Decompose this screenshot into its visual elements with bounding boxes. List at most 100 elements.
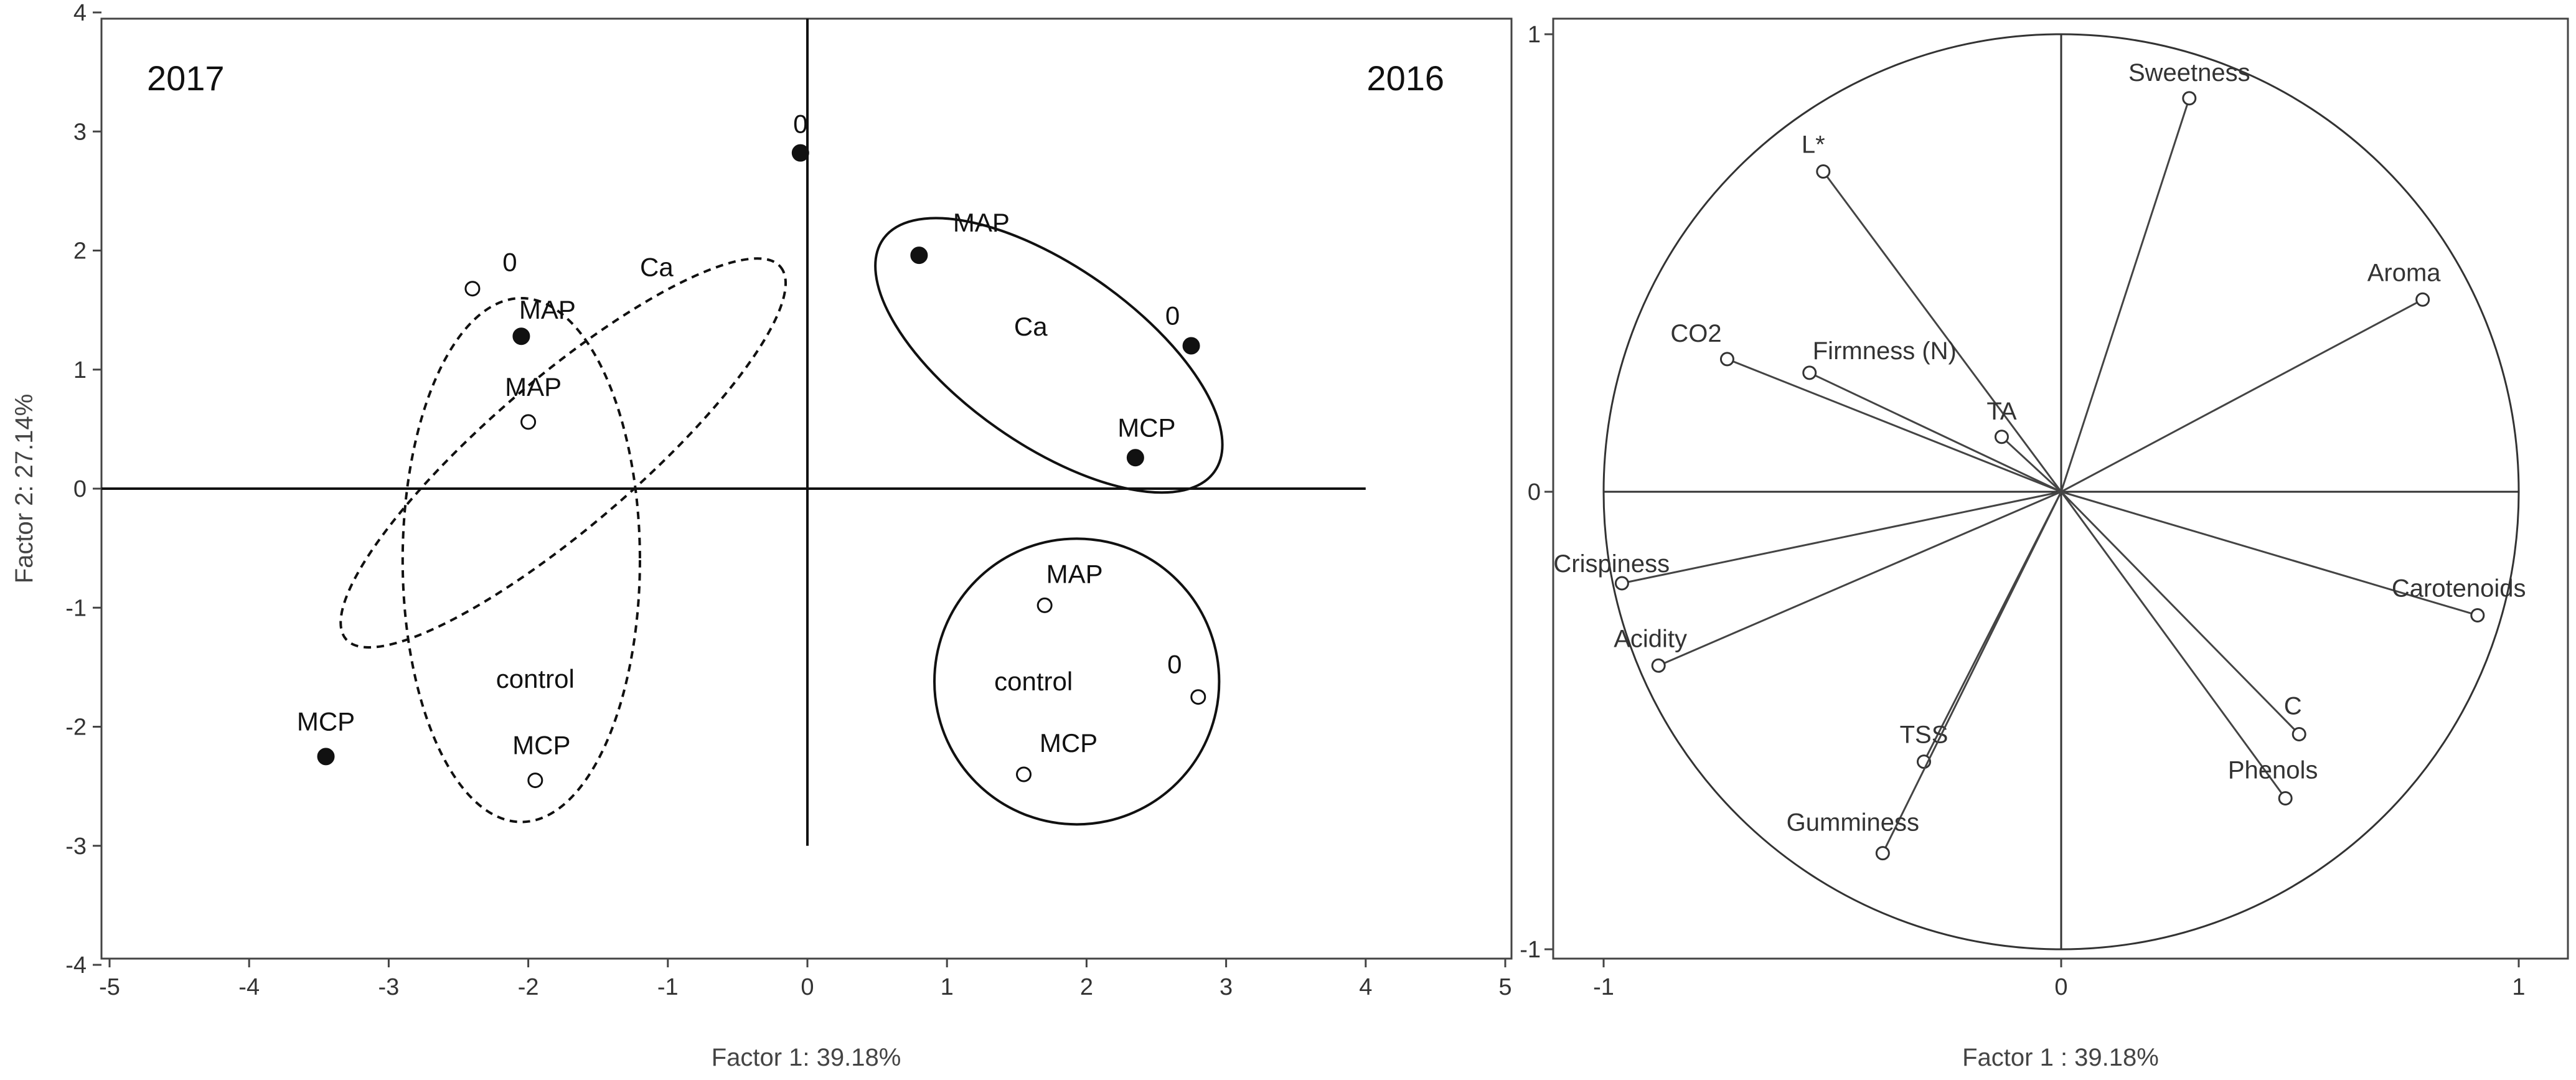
year-label-2016: 2016 <box>1366 59 1444 98</box>
x-tick-label: 5 <box>1498 974 1511 1000</box>
point-label: MAP <box>505 372 562 401</box>
ellipse-2017-open <box>401 297 641 824</box>
x-tick-label: 0 <box>801 974 814 1000</box>
filled-point <box>317 748 335 766</box>
open-point <box>527 772 543 789</box>
loading-vector <box>2060 98 2191 492</box>
y-axis-title: Factor 2: 27.14% <box>11 394 38 584</box>
variable-label: L* <box>1802 131 1825 159</box>
loading-point <box>2470 608 2485 622</box>
loading-vector <box>1726 358 2062 493</box>
y-tick-label: -3 <box>65 833 87 860</box>
loading-plot: -1 0 1 -1 0 1 Sweetness L* Aroma CO2 Firmness (N)… <box>1520 17 2569 1071</box>
filled-point <box>1182 337 1200 355</box>
variable-label: Gumminess <box>1787 809 1919 837</box>
group-ellipses <box>339 217 1224 826</box>
x-tick-label: -2 <box>518 974 539 1000</box>
filled-point <box>512 327 530 345</box>
loading-x-tick-label: -1 <box>1593 974 1614 1000</box>
loading-vector <box>1882 491 2062 854</box>
group-label: control <box>994 667 1073 696</box>
y-tick-label: 0 <box>73 476 87 502</box>
loading-vector <box>2061 298 2423 493</box>
y-tick-label: 3 <box>73 119 87 145</box>
ellipse-2016-open <box>933 537 1221 826</box>
y-tick-label: -4 <box>65 952 87 979</box>
y-tick-label: 1 <box>73 357 87 383</box>
loading-point <box>2415 292 2430 307</box>
loading-vector <box>2061 491 2478 616</box>
variable-label: Acidity <box>1614 625 1687 652</box>
x-tick-label: 2 <box>1080 974 1093 1000</box>
loading-point <box>1719 352 1734 367</box>
loading-point <box>2182 91 2197 106</box>
loading-point <box>2292 727 2306 742</box>
x-tick-label: 4 <box>1359 974 1372 1000</box>
open-point <box>1190 689 1206 705</box>
point-label: MCP <box>297 707 355 736</box>
point-label: 0 <box>502 248 517 277</box>
variable-label: Carotenoids <box>2392 575 2526 602</box>
loading-vectors: Sweetness L* Aroma CO2 Firmness (N) TA Crispin… <box>1553 59 2526 861</box>
open-point <box>1016 766 1032 782</box>
point-label: MCP <box>1040 728 1098 758</box>
group-label: Ca <box>1014 312 1048 341</box>
loading-point <box>1994 430 2009 444</box>
loading-point <box>1875 846 1890 861</box>
ellipse-2016-filled <box>874 217 1224 494</box>
x-tick-label: -4 <box>238 974 260 1000</box>
group-label: control <box>496 664 575 693</box>
x-tick-label: 3 <box>1220 974 1233 1000</box>
group-label: Ca <box>640 252 674 281</box>
variable-label: TA <box>1986 398 2016 425</box>
point-label: MAP <box>953 208 1010 237</box>
variable-label: Aroma <box>2367 259 2442 286</box>
point-label: 0 <box>1165 301 1180 331</box>
loading-y-tick-label: -1 <box>1520 937 1541 963</box>
loading-vector <box>1658 491 2062 667</box>
variable-label: C <box>2284 693 2302 720</box>
variable-label: Phenols <box>2228 756 2318 784</box>
year-label-2017: 2017 <box>147 59 225 98</box>
loading-vector <box>2001 436 2062 493</box>
loading-point <box>1614 576 1629 591</box>
open-point <box>1037 597 1053 613</box>
score-plot-ticks: -5 -4 -3 -2 -1 0 1 2 3 4 5 -4 -3 -2 -1 0 1 2 3 4 <box>65 0 1511 1000</box>
y-tick-label: -2 <box>65 715 87 741</box>
loading-x-axis-title: Factor 1 : 39.18% <box>1962 1044 2159 1071</box>
loading-point <box>1816 164 1831 179</box>
loading-x-tick-label: 0 <box>2054 974 2067 1000</box>
x-tick-label: -3 <box>378 974 400 1000</box>
point-label: MCP <box>1117 413 1175 442</box>
loading-vector <box>1622 491 2062 585</box>
loading-y-tick-label: 1 <box>1528 22 1541 48</box>
loading-point <box>1651 658 1666 673</box>
variable-label: Firmness (N) <box>1813 337 1957 365</box>
y-tick-label: 2 <box>73 238 87 265</box>
point-label: MCP <box>512 731 570 760</box>
loading-vector <box>1822 171 2062 492</box>
variable-label: Sweetness <box>2128 59 2250 87</box>
variable-label: Crispiness <box>1553 550 1670 578</box>
open-point <box>520 414 537 430</box>
variable-label: CO2 <box>1670 320 1721 347</box>
loading-point <box>1802 365 1817 380</box>
filled-point <box>910 247 928 265</box>
point-label: MAP <box>519 295 576 324</box>
loading-y-tick-label: 0 <box>1528 479 1541 505</box>
x-tick-label: -5 <box>99 974 120 1000</box>
filled-point <box>791 144 809 162</box>
point-label: MAP <box>1046 559 1103 588</box>
x-tick-label: -1 <box>657 974 679 1000</box>
group-labels: Ca control Ca control <box>496 252 1073 696</box>
loading-plot-ticks: -1 0 1 -1 0 1 <box>1520 22 2525 1000</box>
ellipse-2017-filled <box>339 257 787 649</box>
point-label: 0 <box>1167 650 1182 679</box>
loading-point <box>2278 791 2293 805</box>
filled-point <box>1126 449 1144 467</box>
variable-label: TSS <box>1900 721 1948 749</box>
loading-vector <box>2060 491 2287 799</box>
